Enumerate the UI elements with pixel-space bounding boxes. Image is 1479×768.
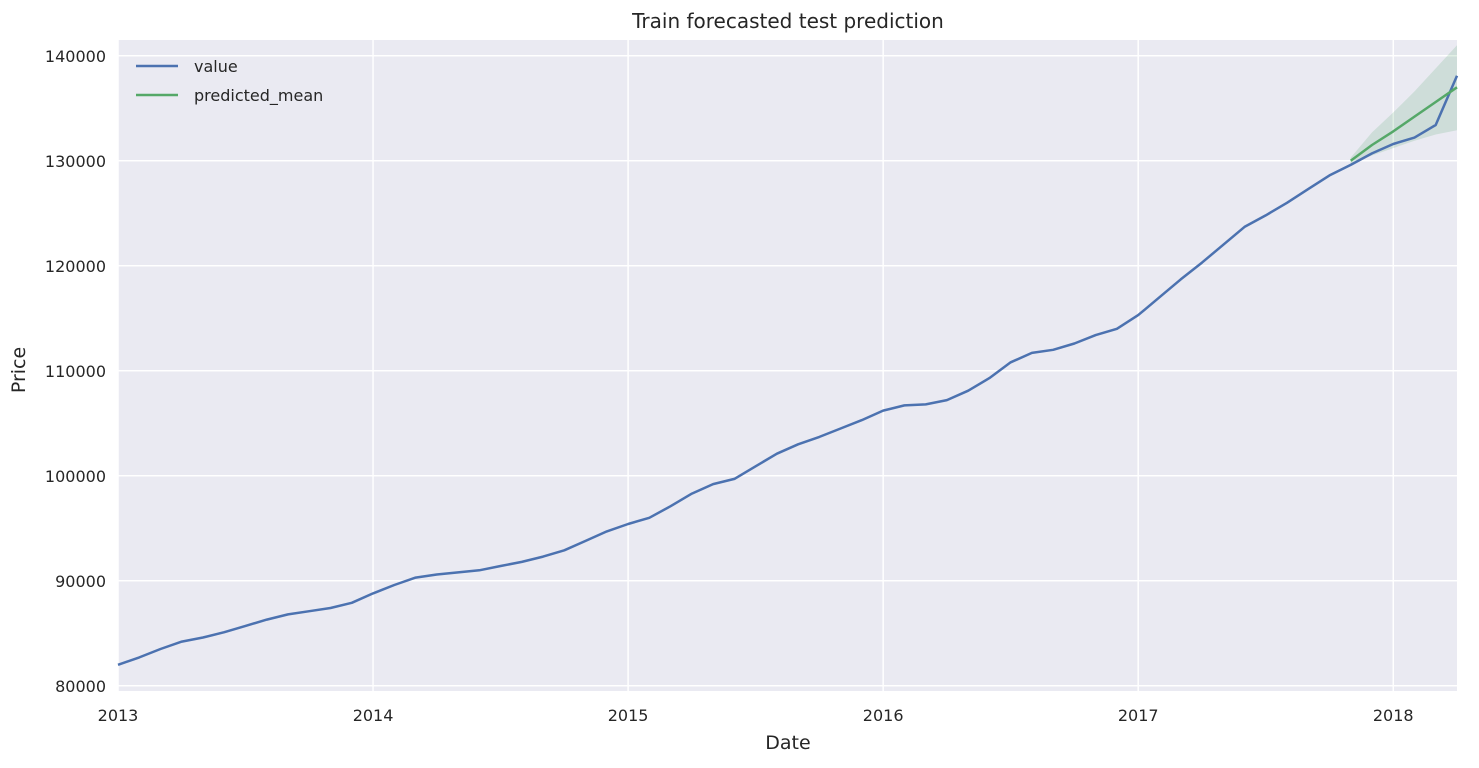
legend-label-value: value [194, 57, 238, 76]
x-tick-label: 2016 [863, 706, 904, 725]
y-tick-label: 120000 [45, 257, 106, 276]
x-tick-label: 2013 [98, 706, 139, 725]
x-tick-label: 2015 [608, 706, 649, 725]
confidence-band-layer [1350, 45, 1457, 164]
series-layer [117, 75, 1459, 666]
plot-background [118, 40, 1457, 691]
y-tick-labels: 80000 90000 100000 110000 120000 130000 140000 [45, 47, 106, 696]
chart-title: Train forecasted test prediction [631, 9, 944, 33]
y-tick-label: 80000 [55, 677, 106, 696]
predicted-mean-series-line [1349, 86, 1458, 162]
y-tick-label: 140000 [45, 47, 106, 66]
x-tick-labels: 2013 2014 2015 2016 2017 2018 [98, 706, 1414, 725]
y-tick-label: 100000 [45, 467, 106, 486]
y-tick-label: 130000 [45, 152, 106, 171]
value-series-line [117, 75, 1459, 666]
x-tick-label: 2018 [1373, 706, 1414, 725]
x-tick-label: 2017 [1118, 706, 1159, 725]
confidence-band [1350, 45, 1457, 164]
x-tick-label: 2014 [353, 706, 394, 725]
y-tick-label: 90000 [55, 572, 106, 591]
x-axis-label: Date [765, 732, 810, 754]
legend-label-predicted-mean: predicted_mean [194, 86, 323, 106]
grid-lines [117, 40, 1457, 691]
y-axis-label: Price [8, 347, 30, 393]
y-tick-label: 110000 [45, 362, 106, 381]
legend: value predicted_mean [136, 57, 323, 106]
